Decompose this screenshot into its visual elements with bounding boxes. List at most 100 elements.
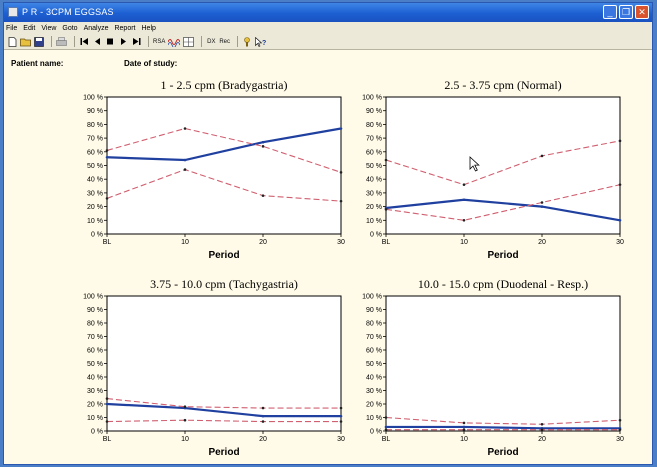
- series-mean-point: [105, 155, 109, 159]
- x-tick-label: 10: [460, 239, 468, 246]
- menu-report[interactable]: Report: [114, 24, 136, 32]
- series-lower-point: [105, 420, 109, 423]
- y-tick-label: 60 %: [87, 348, 103, 355]
- menu-analyze[interactable]: Analyze: [83, 24, 109, 32]
- menu-bar: File Edit View Goto Analyze Report Help: [4, 22, 652, 34]
- chart-title: 10.0 - 15.0 cpm (Duodenal - Resp.): [418, 277, 588, 291]
- y-tick-label: 10 %: [366, 218, 382, 225]
- window-title: P R - 3CPM EGGSAS: [22, 7, 114, 17]
- series-lower-point: [540, 201, 544, 204]
- y-tick-label: 60 %: [366, 149, 382, 156]
- y-tick-label: 10 %: [87, 415, 103, 422]
- play-button[interactable]: [118, 36, 128, 47]
- toolbar-separator: [51, 36, 52, 47]
- series-lower-point: [618, 428, 622, 431]
- minimize-button[interactable]: _: [603, 5, 617, 19]
- series-mean-line: [106, 127, 342, 162]
- stop-button[interactable]: [105, 36, 115, 47]
- y-tick-label: 30 %: [87, 388, 103, 395]
- toolbar-separator: [237, 36, 239, 47]
- save-button[interactable]: [34, 36, 44, 47]
- series-mean-point: [339, 414, 343, 418]
- y-tick-label: 70 %: [87, 334, 103, 341]
- step-back-button[interactable]: [92, 36, 102, 47]
- series-lower-point: [540, 428, 544, 431]
- series-lower-line: [385, 184, 621, 221]
- new-file-icon: [8, 36, 16, 47]
- open-button[interactable]: [20, 36, 31, 47]
- date-of-study-label: Date of study:: [124, 59, 178, 68]
- y-tick-label: 100 %: [83, 95, 103, 102]
- y-tick-label: 60 %: [366, 348, 382, 355]
- x-tick-label: BL: [382, 436, 391, 443]
- series-upper-line: [385, 140, 621, 186]
- series-upper-line: [385, 416, 621, 425]
- rec-button[interactable]: Rec: [219, 38, 231, 45]
- series-upper-line: [106, 398, 341, 409]
- y-tick-label: 70 %: [87, 136, 103, 143]
- x-tick-label: 10: [181, 239, 189, 246]
- y-tick-label: 0 %: [370, 429, 382, 436]
- series-lower-point: [339, 420, 343, 423]
- y-tick-label: 90 %: [366, 108, 382, 115]
- rsa-button[interactable]: RSA: [153, 38, 166, 45]
- menu-help[interactable]: Help: [141, 24, 156, 32]
- context-help-button[interactable]: ?: [255, 36, 266, 47]
- dx-button[interactable]: DX: [207, 38, 216, 45]
- y-tick-label: 40 %: [366, 375, 382, 382]
- y-tick-label: 70 %: [366, 136, 382, 143]
- svg-text:?: ?: [262, 40, 266, 47]
- series-mean-line: [386, 425, 620, 430]
- series-mean-point: [384, 425, 388, 429]
- y-tick-label: 50 %: [87, 163, 103, 170]
- y-tick-label: 100 %: [83, 294, 103, 301]
- menu-edit[interactable]: Edit: [23, 24, 36, 32]
- maximize-button[interactable]: ❐: [619, 5, 633, 19]
- mouse-cursor-icon: [469, 156, 480, 172]
- skip-end-button[interactable]: [131, 36, 141, 47]
- series-mean-point: [183, 158, 187, 162]
- y-tick-label: 30 %: [366, 388, 382, 395]
- skip-start-button[interactable]: [79, 36, 89, 47]
- y-tick-label: 70 %: [366, 334, 382, 341]
- series-upper-point: [339, 406, 343, 410]
- x-axis-label: Period: [208, 447, 239, 458]
- new-file-button[interactable]: [7, 36, 17, 47]
- y-tick-label: 20 %: [87, 402, 103, 409]
- x-tick-label: 30: [616, 239, 624, 246]
- menu-view[interactable]: View: [41, 24, 57, 32]
- series-lower-point: [183, 418, 187, 422]
- grid-button[interactable]: [183, 36, 195, 47]
- close-icon: ✕: [638, 7, 646, 17]
- series-lower-point: [183, 168, 187, 171]
- x-tick-label: 10: [181, 436, 189, 443]
- close-button[interactable]: ✕: [635, 5, 649, 19]
- series-lower-line: [106, 419, 341, 423]
- y-tick-label: 40 %: [87, 375, 103, 382]
- help-button[interactable]: [242, 36, 252, 47]
- series-upper-point: [183, 127, 187, 130]
- series-lower-point: [462, 428, 466, 431]
- skip-end-icon: [132, 38, 140, 45]
- chart-title: 3.75 - 10.0 cpm (Tachygastria): [150, 277, 298, 291]
- patient-name-label: Patient name:: [11, 59, 64, 68]
- print-icon: [56, 36, 67, 46]
- series-lower-point: [384, 208, 388, 211]
- series-mean-point: [339, 127, 343, 130]
- open-folder-icon: [20, 38, 31, 46]
- series-lower-point: [261, 420, 265, 423]
- series-lower-point: [105, 197, 109, 200]
- y-tick-label: 20 %: [366, 204, 382, 211]
- series-upper-point: [462, 421, 466, 425]
- y-tick-label: 80 %: [87, 122, 103, 129]
- restore-icon: ❐: [621, 7, 631, 17]
- menu-file[interactable]: File: [6, 24, 18, 32]
- title-bar[interactable]: P R - 3CPM EGGSAS _ ❐ ✕: [4, 3, 652, 22]
- waveform-button[interactable]: [168, 36, 181, 47]
- app-window: P R - 3CPM EGGSAS _ ❐ ✕ File Edit View G…: [3, 2, 653, 465]
- series-mean-point: [261, 414, 265, 418]
- y-tick-label: 10 %: [366, 415, 382, 422]
- toolbar-separator: [201, 36, 203, 47]
- print-button[interactable]: [56, 36, 67, 47]
- menu-goto[interactable]: Goto: [62, 24, 78, 32]
